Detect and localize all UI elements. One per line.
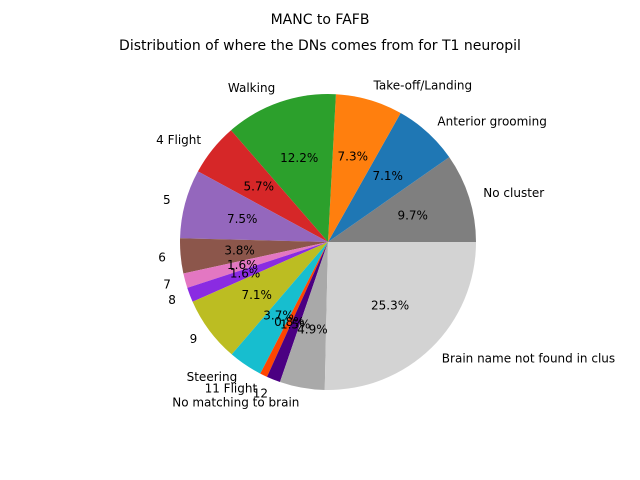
chart-title: MANC to FAFB [271,12,370,28]
slice-label-11-flight: 11 Flight [205,382,258,396]
slice-label-12: 12 [253,386,268,400]
slice-pct-9: 7.1% [241,288,272,302]
pie-slice-steering [231,242,328,374]
pie-labels: No cluster 9.7% Anterior grooming 7.1% Take-… [156,79,615,410]
slice-label-4-flight: 4 Flight [156,133,201,147]
slice-label-6: 6 [158,250,166,264]
pie-slice-5 [180,171,328,242]
slice-label-anterior-grooming: Anterior grooming [437,114,546,128]
slice-pct-8: 1.6% [230,267,261,281]
pie-slice-brain-name-not-found-in-clus [324,242,476,390]
pie-slice-walking [231,93,336,242]
pie-slice-no-matching-to-brain [279,242,328,390]
slice-pct-4-flight: 5.7% [244,179,275,193]
slice-pct-take-off-landing: 7.3% [338,150,369,164]
slice-pct-no-matching-to-brain: 4.9% [297,322,328,336]
slice-label-8: 8 [168,293,176,307]
slice-label-no-cluster: No cluster [483,186,544,200]
slice-label-brain-name-not-found-in-clus: Brain name not found in clus [442,351,615,365]
slice-label-take-off-landing: Take-off/Landing [373,79,473,93]
pie-slice-no-cluster [328,157,476,242]
pie-slice-7 [183,242,328,288]
slice-pct-anterior-grooming: 7.1% [372,169,403,183]
slice-pct-6: 3.8% [224,243,255,257]
slice-label-5: 5 [163,193,171,207]
pie-slices [180,93,476,390]
slice-pct-walking: 12.2% [280,151,318,165]
pie-slice-take-off-landing [328,94,401,243]
pie-slice-9 [192,242,328,355]
slice-pct-brain-name-not-found-in-clus: 25.3% [371,299,409,313]
slice-pct-11-flight: 0.8% [274,315,305,329]
pie-slice-anterior-grooming [328,113,450,242]
pie-slice-8 [187,242,328,302]
slice-label-7: 7 [163,278,171,292]
pie-slice-12 [266,242,328,382]
slice-label-walking: Walking [228,81,275,95]
slice-pct-7: 1.6% [227,258,258,272]
slice-label-9: 9 [190,332,198,346]
slice-pct-steering: 3.7% [263,309,294,323]
pie-slice-6 [180,238,328,274]
slice-pct-12: 1.5% [280,318,311,332]
pie-slice-11-flight [260,242,328,377]
chart-subtitle: Distribution of where the DNs comes from… [119,38,521,54]
slice-label-steering: Steering [187,370,238,384]
slice-pct-5: 7.5% [227,212,258,226]
slice-label-no-matching-to-brain: No matching to brain [172,395,299,409]
slice-pct-no-cluster: 9.7% [397,208,428,222]
pie-slice-4-flight [197,130,328,242]
